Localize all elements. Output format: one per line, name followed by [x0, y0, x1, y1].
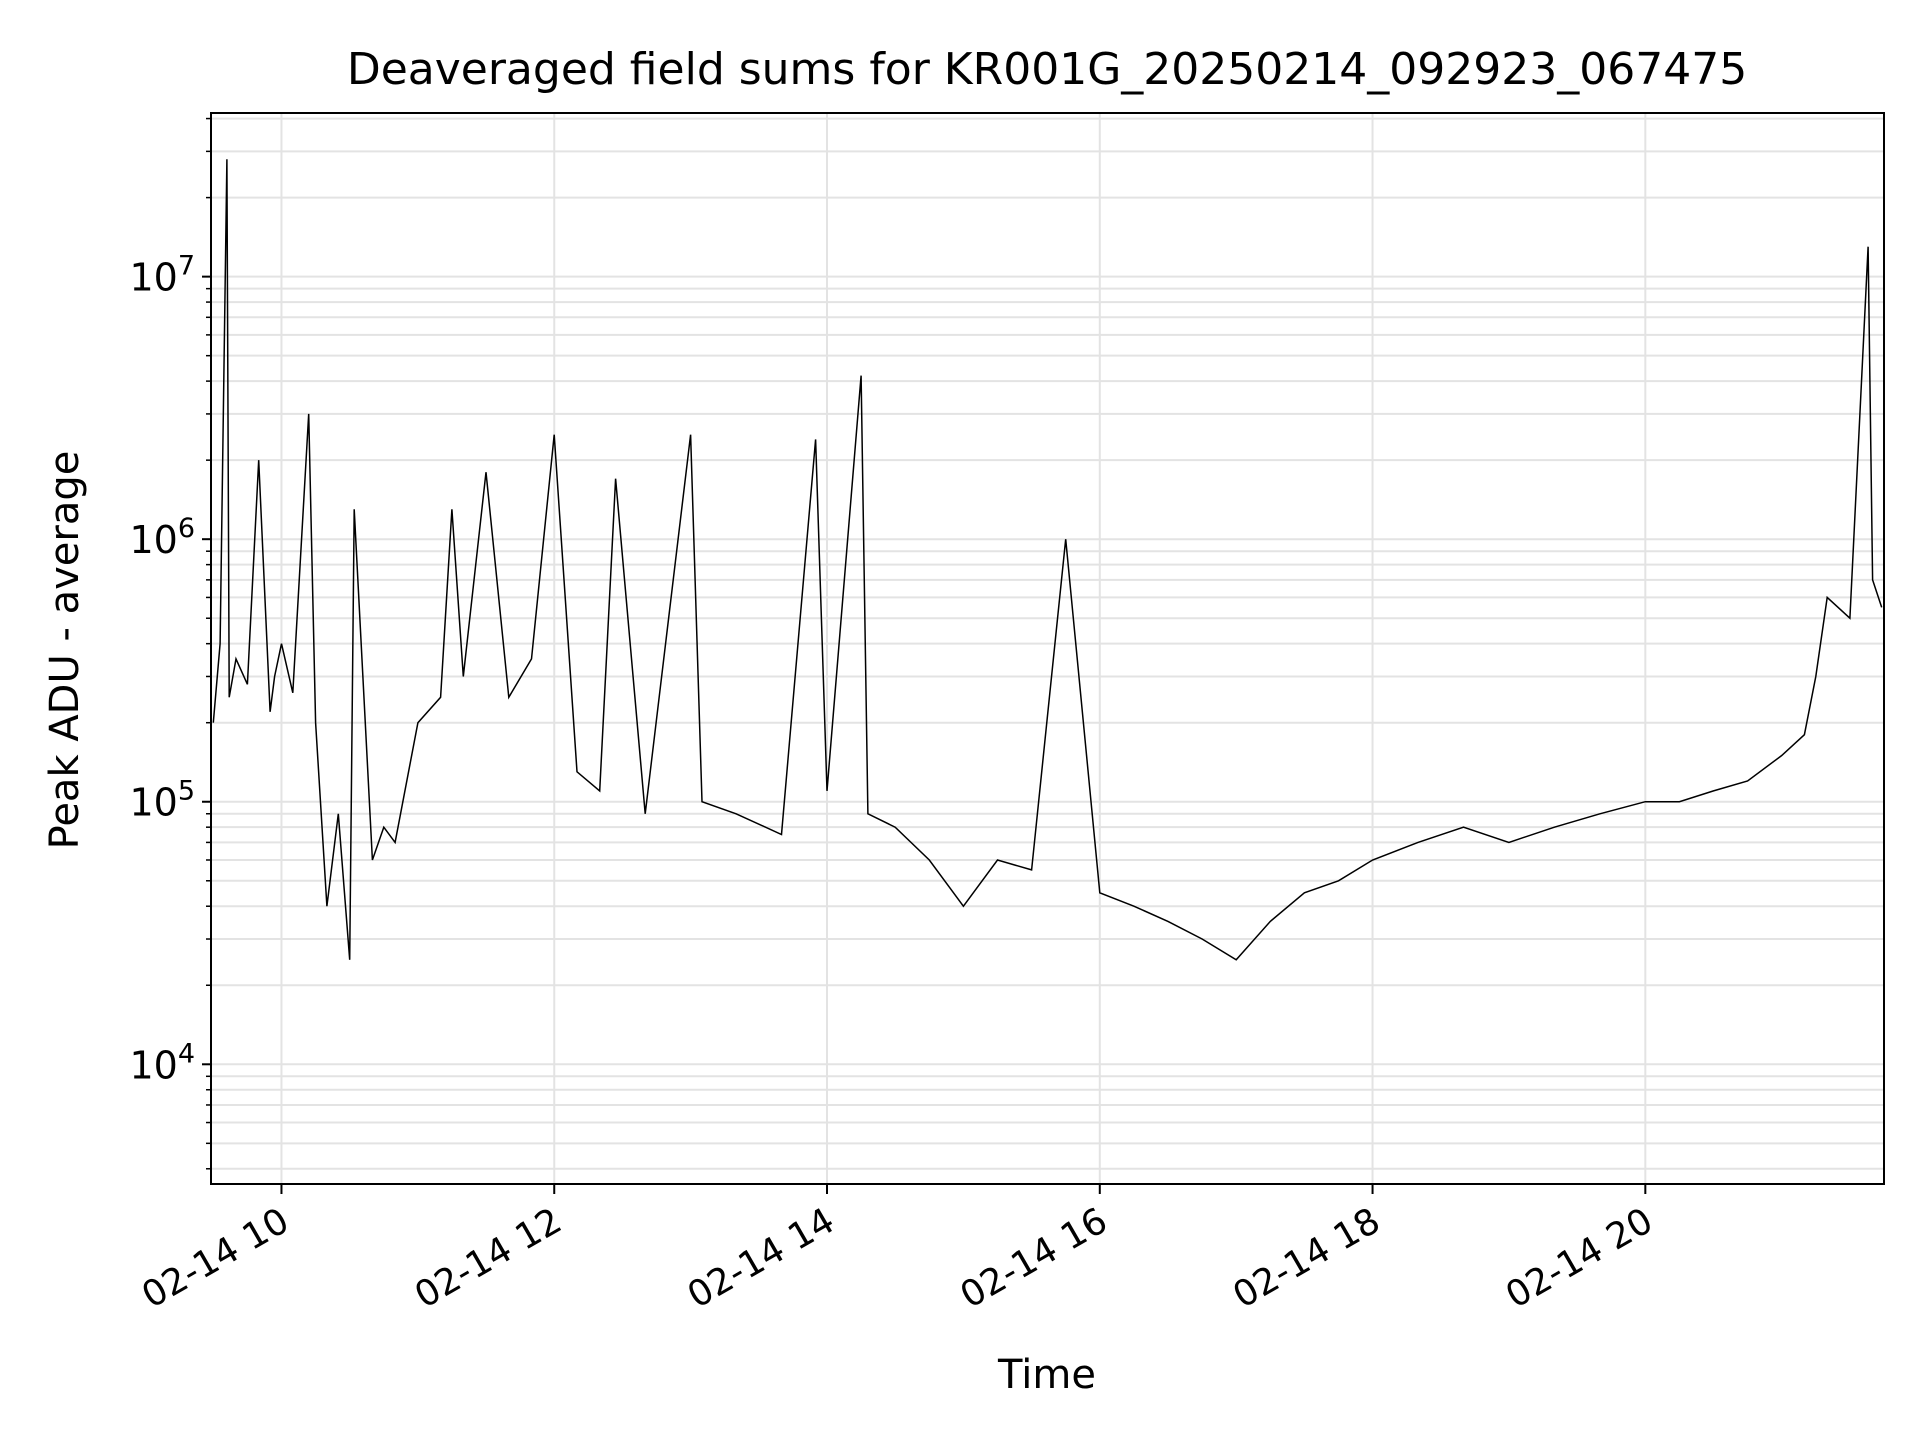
x-tick-label: 02-14 10 [135, 1200, 296, 1316]
y-tick-label: 104 [129, 1038, 195, 1087]
y-axis-label: Peak ADU - average [42, 451, 88, 850]
chart-title: Deaveraged field sums for KR001G_2025021… [347, 44, 1747, 95]
series-line [212, 159, 1883, 961]
x-axis: 02-14 10 02-14 12 02-14 14 02-14 16 02-14 18… [135, 1184, 1660, 1317]
x-tick-label: 02-14 14 [681, 1200, 842, 1316]
x-tick-label: 02-14 16 [954, 1200, 1115, 1316]
x-tick-label: 02-14 18 [1226, 1200, 1387, 1316]
series-line-path [212, 159, 1883, 961]
y-tick-label: 106 [129, 513, 195, 562]
y-axis: 104 105 106 107 [129, 117, 211, 1170]
grid [211, 113, 1884, 1184]
y-tick-label: 105 [129, 776, 195, 825]
x-tick-label: 02-14 20 [1499, 1200, 1660, 1316]
y-tick-label: 107 [129, 251, 195, 300]
x-axis-label: Time [997, 1352, 1096, 1398]
x-tick-label: 02-14 12 [408, 1200, 569, 1316]
plot-frame [210, 112, 1885, 1185]
